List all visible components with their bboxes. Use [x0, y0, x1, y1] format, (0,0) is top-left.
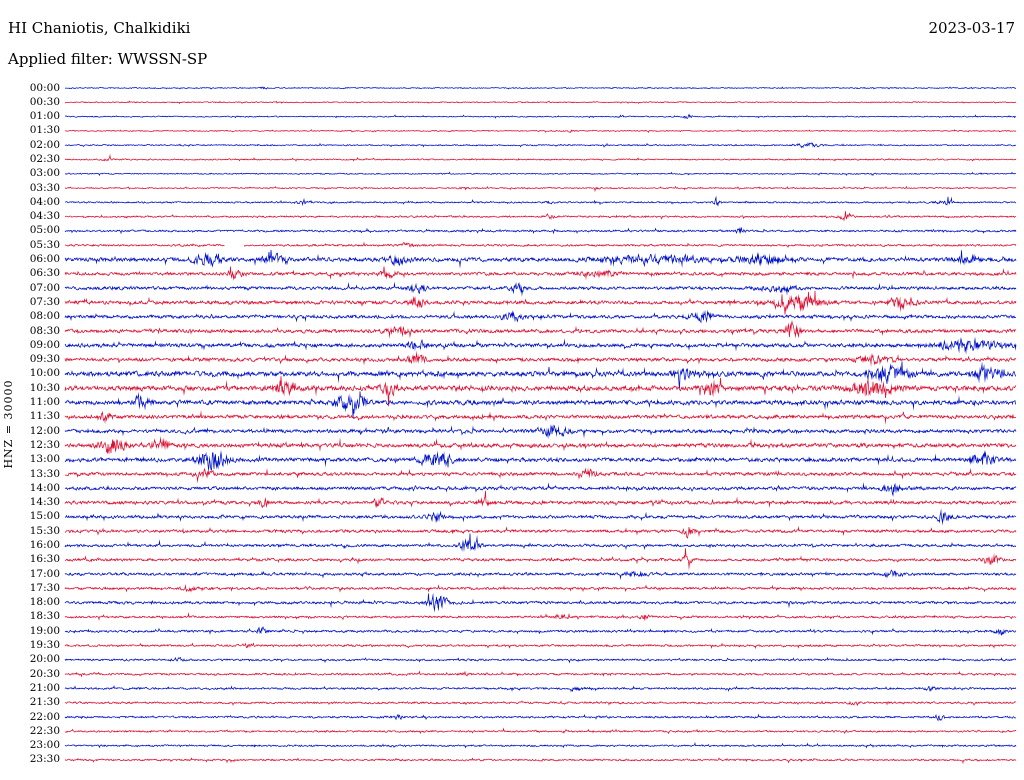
time-label: 01:30 — [29, 124, 60, 137]
time-label: 00:00 — [29, 81, 60, 94]
time-label: 11:30 — [29, 410, 60, 423]
time-label: 02:00 — [29, 138, 60, 151]
time-label: 10:00 — [29, 367, 60, 380]
time-label: 09:00 — [29, 338, 60, 351]
time-label: 00:30 — [29, 95, 60, 108]
time-label: 16:00 — [29, 539, 60, 551]
date-label: 2023-03-17 — [928, 19, 1015, 37]
time-label: 07:00 — [29, 281, 60, 294]
time-label: 08:30 — [29, 324, 60, 337]
time-label: 02:30 — [29, 152, 60, 165]
time-label: 04:30 — [29, 210, 60, 223]
time-label: 19:00 — [29, 624, 60, 637]
time-label: 04:00 — [29, 195, 60, 208]
time-label: 11:00 — [29, 396, 60, 409]
station-title: HI Chaniotis, Chalkidiki — [8, 19, 191, 37]
time-label: 21:00 — [29, 681, 60, 694]
time-label: 05:00 — [29, 224, 60, 237]
time-label: 18:00 — [29, 596, 60, 609]
time-label: 03:30 — [29, 181, 60, 194]
time-label: 09:30 — [29, 353, 60, 366]
time-label: 18:30 — [29, 610, 60, 623]
time-label: 14:30 — [29, 496, 60, 509]
time-label: 06:30 — [29, 267, 60, 280]
time-label: 17:00 — [29, 567, 60, 580]
time-label: 20:30 — [29, 667, 60, 680]
time-label: 08:00 — [29, 310, 60, 323]
time-label: 17:30 — [29, 581, 60, 594]
time-label: 14:00 — [29, 481, 60, 494]
time-label: 05:30 — [29, 238, 60, 251]
time-label: 10:30 — [29, 381, 60, 394]
time-label: 12:30 — [29, 438, 60, 451]
time-label: 15:00 — [29, 510, 60, 523]
time-label: 15:30 — [29, 524, 60, 537]
time-label: 12:00 — [29, 424, 60, 437]
time-label: 21:30 — [29, 696, 60, 709]
time-label: 01:00 — [29, 110, 60, 123]
time-label: 07:30 — [29, 295, 60, 308]
time-label: 23:30 — [29, 753, 60, 766]
time-label: 03:00 — [29, 167, 60, 180]
time-label: 22:00 — [29, 710, 60, 723]
time-label: 23:00 — [29, 739, 60, 752]
time-label: 13:30 — [29, 467, 60, 480]
time-label: 19:30 — [29, 639, 60, 652]
time-label: 06:00 — [29, 253, 60, 266]
filter-label: Applied filter: WWSSN-SP — [8, 50, 208, 68]
time-label: 22:30 — [29, 724, 60, 737]
time-label: 13:00 — [29, 453, 60, 466]
time-label: 20:00 — [29, 653, 60, 666]
time-label: 16:30 — [29, 553, 60, 566]
